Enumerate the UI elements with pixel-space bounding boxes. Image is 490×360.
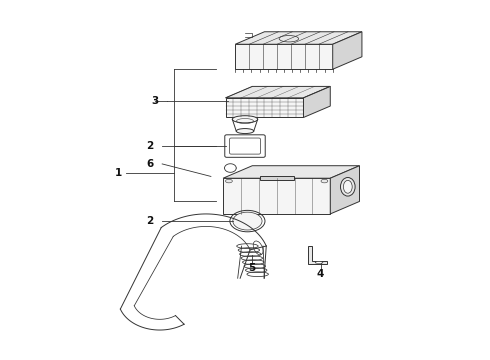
Bar [260,176,294,180]
Polygon shape [303,86,330,117]
Ellipse shape [315,262,323,264]
Ellipse shape [341,177,355,196]
Ellipse shape [321,179,328,183]
Ellipse shape [225,179,232,183]
Polygon shape [333,32,362,69]
Polygon shape [330,166,360,214]
Text: 4: 4 [317,269,324,279]
Text: 6: 6 [147,159,154,169]
Polygon shape [225,98,303,117]
Polygon shape [225,86,330,98]
Ellipse shape [233,212,262,230]
Text: 2: 2 [147,216,154,226]
Ellipse shape [236,129,254,134]
Text: 5: 5 [249,262,256,273]
Polygon shape [308,246,327,264]
Polygon shape [235,32,362,44]
Polygon shape [235,44,333,69]
Polygon shape [223,178,330,214]
Text: 2: 2 [147,141,154,151]
Ellipse shape [232,116,258,123]
Text: 3: 3 [151,96,158,107]
Ellipse shape [279,36,298,42]
Text: 1: 1 [115,168,122,178]
Ellipse shape [343,180,352,193]
Polygon shape [223,166,360,178]
